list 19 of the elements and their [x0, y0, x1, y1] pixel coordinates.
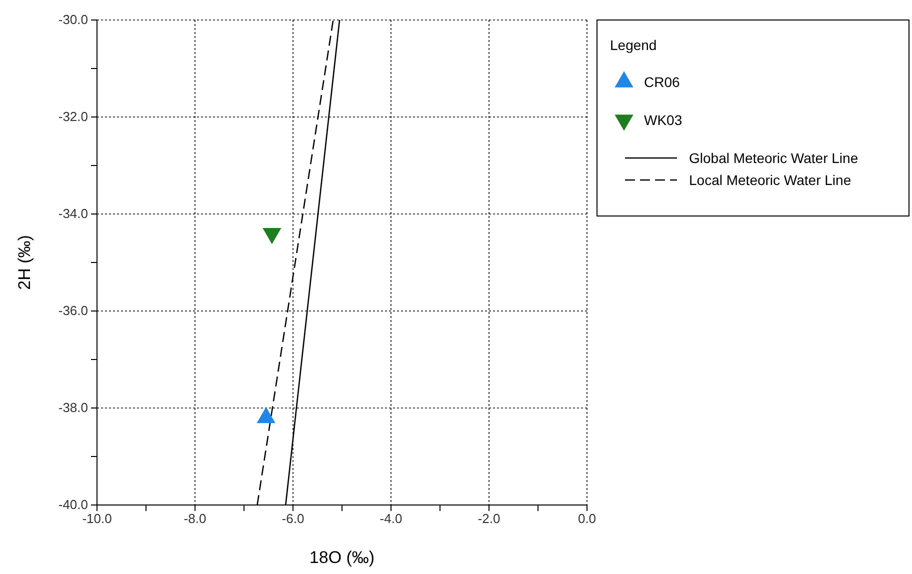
- y-tick-label: -40.0: [58, 497, 88, 512]
- x-tick-label: -2.0: [478, 511, 500, 526]
- x-tick-label: -6.0: [282, 511, 304, 526]
- y-axis-title: 2H (‰): [15, 235, 34, 290]
- legend-label: CR06: [644, 74, 680, 90]
- y-tick-label: -30.0: [58, 12, 88, 28]
- x-tick-label: -8.0: [184, 511, 206, 526]
- y-tick-label: -34.0: [58, 206, 88, 222]
- y-tick-label: -32.0: [58, 109, 88, 124]
- legend-title: Legend: [610, 37, 657, 53]
- y-tick-label: -38.0: [58, 400, 88, 416]
- y-tick-label: -36.0: [58, 303, 88, 318]
- x-axis-title: 18O (‰): [309, 548, 375, 567]
- x-tick-label: -10.0: [82, 511, 112, 526]
- legend-label: Global Meteoric Water Line: [689, 150, 858, 166]
- x-tick-label: 0.0: [578, 511, 596, 526]
- legend-label: Local Meteoric Water Line: [689, 172, 852, 188]
- legend-label: WK03: [644, 112, 682, 128]
- x-tick-label: -4.0: [380, 511, 402, 526]
